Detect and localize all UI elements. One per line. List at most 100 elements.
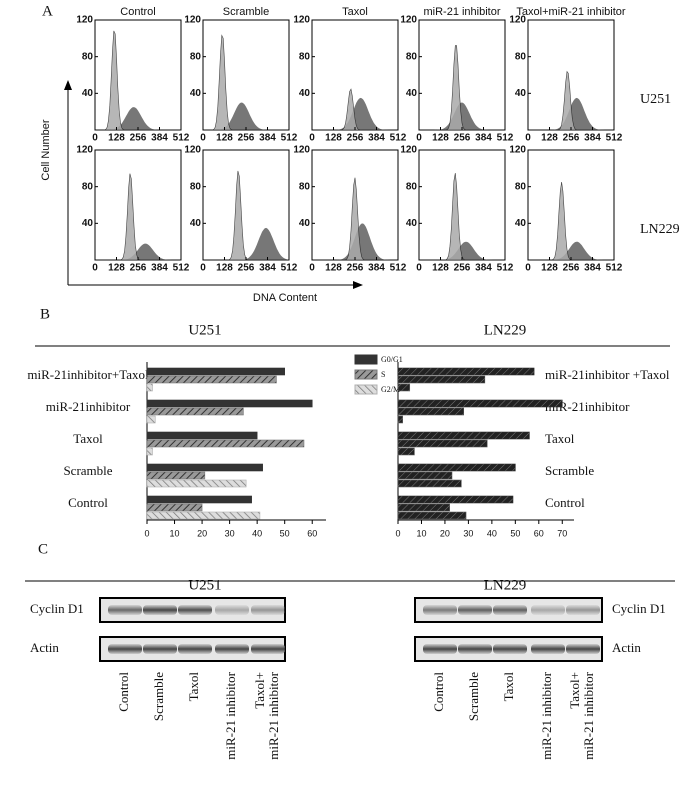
bar: [397, 479, 462, 488]
category-label: miR-21inhibitor: [46, 399, 131, 414]
y-tick-label: 80: [190, 51, 202, 62]
column-title: Scramble: [223, 6, 269, 18]
blot-band: [458, 644, 492, 654]
bar: [397, 495, 514, 504]
x-tick-label: 0: [92, 263, 98, 274]
blot-band: [493, 605, 527, 615]
bar: [146, 503, 203, 512]
y-tick-label: 120: [76, 145, 93, 156]
column-title: Control: [120, 6, 155, 18]
blot-band: [178, 644, 212, 654]
y-tick-label: 120: [400, 15, 417, 26]
g2-peak: [203, 102, 289, 130]
x-tick-label: 384: [368, 133, 385, 144]
bar: [397, 431, 530, 440]
blot-band: [215, 644, 249, 654]
y-tick-label: 120: [509, 145, 526, 156]
x-tick-label: 0: [416, 133, 422, 144]
y-tick-label: 40: [299, 218, 311, 229]
blot-band: [423, 644, 457, 654]
arrow-head: [353, 281, 363, 289]
g1-peak: [312, 88, 398, 131]
x-tick-label: 0: [200, 133, 206, 144]
x-tick-label: 512: [173, 133, 190, 144]
y-tick-label: 80: [299, 181, 311, 192]
x-tick-label: 0: [200, 263, 206, 274]
g2-peak: [203, 227, 289, 260]
x-tick-label: 256: [130, 133, 147, 144]
x-tick-label: 256: [130, 263, 147, 274]
category-label: miR-21inhibitor+Taxol: [27, 367, 149, 382]
y-tick-label: 80: [190, 181, 202, 192]
bar: [146, 495, 252, 504]
x-tick-label: 384: [368, 263, 385, 274]
y-tick-label: 40: [190, 218, 202, 229]
y-tick-label: 80: [82, 181, 94, 192]
y-tick-label: 120: [184, 145, 201, 156]
g1-peak: [203, 170, 289, 261]
x-tick-label: 0: [525, 133, 531, 144]
x-tick-label: 128: [325, 263, 342, 274]
x-tick-label: 384: [475, 263, 492, 274]
x-tick-label: 512: [281, 263, 298, 274]
bar: [397, 407, 465, 416]
bar: [397, 447, 415, 456]
x-tick-label: 512: [281, 133, 298, 144]
x-tick-label: 40: [252, 528, 262, 538]
y-tick-label: 120: [76, 15, 93, 26]
bar: [397, 503, 450, 512]
x-tick-label: 0: [92, 133, 98, 144]
panel-label: A: [42, 3, 53, 19]
blot-band: [143, 644, 177, 654]
x-tick-label: 512: [390, 133, 407, 144]
y-tick-label: 120: [400, 145, 417, 156]
x-tick-label: 384: [475, 133, 492, 144]
bar: [146, 479, 247, 488]
blot-band: [215, 605, 249, 615]
x-tick-label: 256: [347, 263, 364, 274]
blot-band: [566, 605, 600, 615]
bar: [146, 407, 244, 416]
g1-peak: [312, 177, 398, 261]
bar: [397, 367, 535, 376]
x-tick-label: 50: [280, 528, 290, 538]
lane-label: Taxol: [186, 672, 201, 702]
g1-peak: [528, 182, 614, 261]
row-label: Actin: [30, 640, 59, 655]
g2-peak: [419, 241, 505, 260]
x-tick-label: 10: [170, 528, 180, 538]
x-tick-label: 40: [487, 528, 497, 538]
bar: [397, 399, 563, 408]
lane-label: Control: [431, 672, 446, 712]
row-label: U251: [640, 92, 671, 107]
x-tick-label: 0: [416, 263, 422, 274]
x-axis-label: DNA Content: [253, 292, 317, 304]
panel-label: C: [38, 541, 48, 557]
bar: [397, 383, 411, 392]
category-label: Control: [68, 495, 108, 510]
x-tick-label: 128: [216, 263, 233, 274]
chart-title: U251: [188, 322, 221, 338]
blot-band: [493, 644, 527, 654]
x-tick-label: 128: [325, 133, 342, 144]
g2-peak: [528, 241, 614, 260]
x-tick-label: 128: [108, 263, 125, 274]
lane-label: Taxol: [501, 672, 516, 702]
column-title: miR-21 inhibitor: [423, 6, 500, 18]
x-tick-label: 128: [216, 133, 233, 144]
blot-band: [251, 605, 285, 615]
column-title: Taxol+miR-21 inhibitor: [516, 6, 625, 18]
x-tick-label: 512: [173, 263, 190, 274]
row-label: Actin: [612, 640, 641, 655]
y-tick-label: 40: [406, 218, 418, 229]
y-tick-label: 40: [406, 88, 418, 99]
x-tick-label: 512: [606, 133, 623, 144]
g1-peak: [419, 173, 505, 261]
bar: [397, 415, 403, 424]
lane-label: Taxol+: [252, 672, 267, 709]
x-tick-label: 128: [432, 133, 449, 144]
blot-band: [531, 605, 565, 615]
x-tick-label: 256: [238, 263, 255, 274]
g1-peak: [95, 30, 181, 131]
g1-peak: [95, 173, 181, 261]
